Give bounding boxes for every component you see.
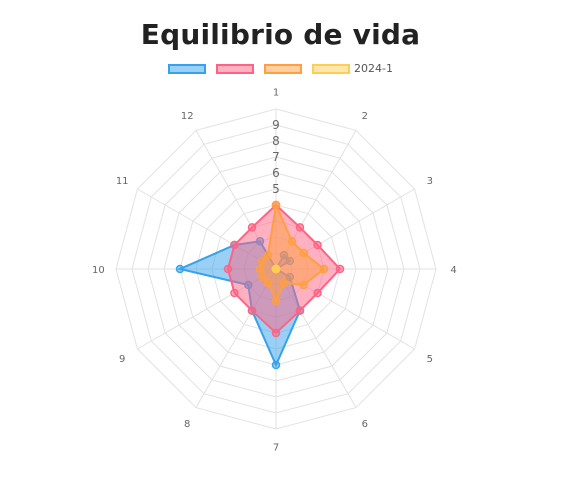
axis-label-7: 7 [273,443,279,454]
series-3-point [271,200,281,210]
series-4-point [271,264,281,274]
series-3-point [319,264,329,274]
tick-label: 9 [272,118,280,132]
axis-label-10: 10 [92,265,105,276]
axis-label-12: 12 [181,111,194,122]
axis-label-1: 1 [273,87,279,98]
legend-swatch [312,63,351,74]
series-3-point [299,280,308,290]
axis-label-3: 3 [427,176,433,187]
axis-label-4: 4 [450,265,456,276]
series-1-point [175,264,185,274]
series-3-point [263,250,273,260]
tick-label: 7 [272,150,280,164]
series-2-point [230,288,239,298]
axis-label-11: 11 [116,176,129,187]
series-2-point [247,306,257,315]
series-3-point [257,272,267,282]
axis-label-6: 6 [362,419,368,430]
series-2-point [313,240,322,250]
legend-swatch [216,63,255,74]
series-3-point [257,256,267,266]
legend-swatch [264,63,303,74]
axis-label-9: 9 [119,354,125,365]
axis-label-5: 5 [427,354,433,365]
legend: 2024-1 [0,62,561,75]
legend-item-3[interactable] [264,63,303,74]
series-2-point [247,223,257,232]
series-3-point [279,278,289,288]
series-2-point [295,223,305,232]
series-2-point [223,264,233,274]
legend-swatch [168,63,207,74]
legend-item-2[interactable] [216,63,255,74]
series-1-point [271,360,281,370]
legend-item-1[interactable] [168,63,207,74]
chart-title: Equilibrio de vida [140,18,421,51]
series-3-point [287,237,297,246]
series-3-point [299,248,308,258]
series-2-point [313,288,322,298]
tick-label: 5 [272,182,280,196]
axis-label-2: 2 [362,111,368,122]
series-3-point [263,278,273,288]
series-3-point [255,264,265,274]
tick-label: 8 [272,134,280,148]
tick-label: 6 [272,166,280,180]
series-2-point [271,328,281,338]
series-2-point [295,306,305,315]
series-2-point [230,240,239,250]
legend-label: 2024-1 [354,62,393,75]
legend-item-4[interactable]: 2024-1 [312,62,393,75]
series-2-point [335,264,345,274]
axis-label-8: 8 [184,419,190,430]
series-3-point [271,296,281,306]
